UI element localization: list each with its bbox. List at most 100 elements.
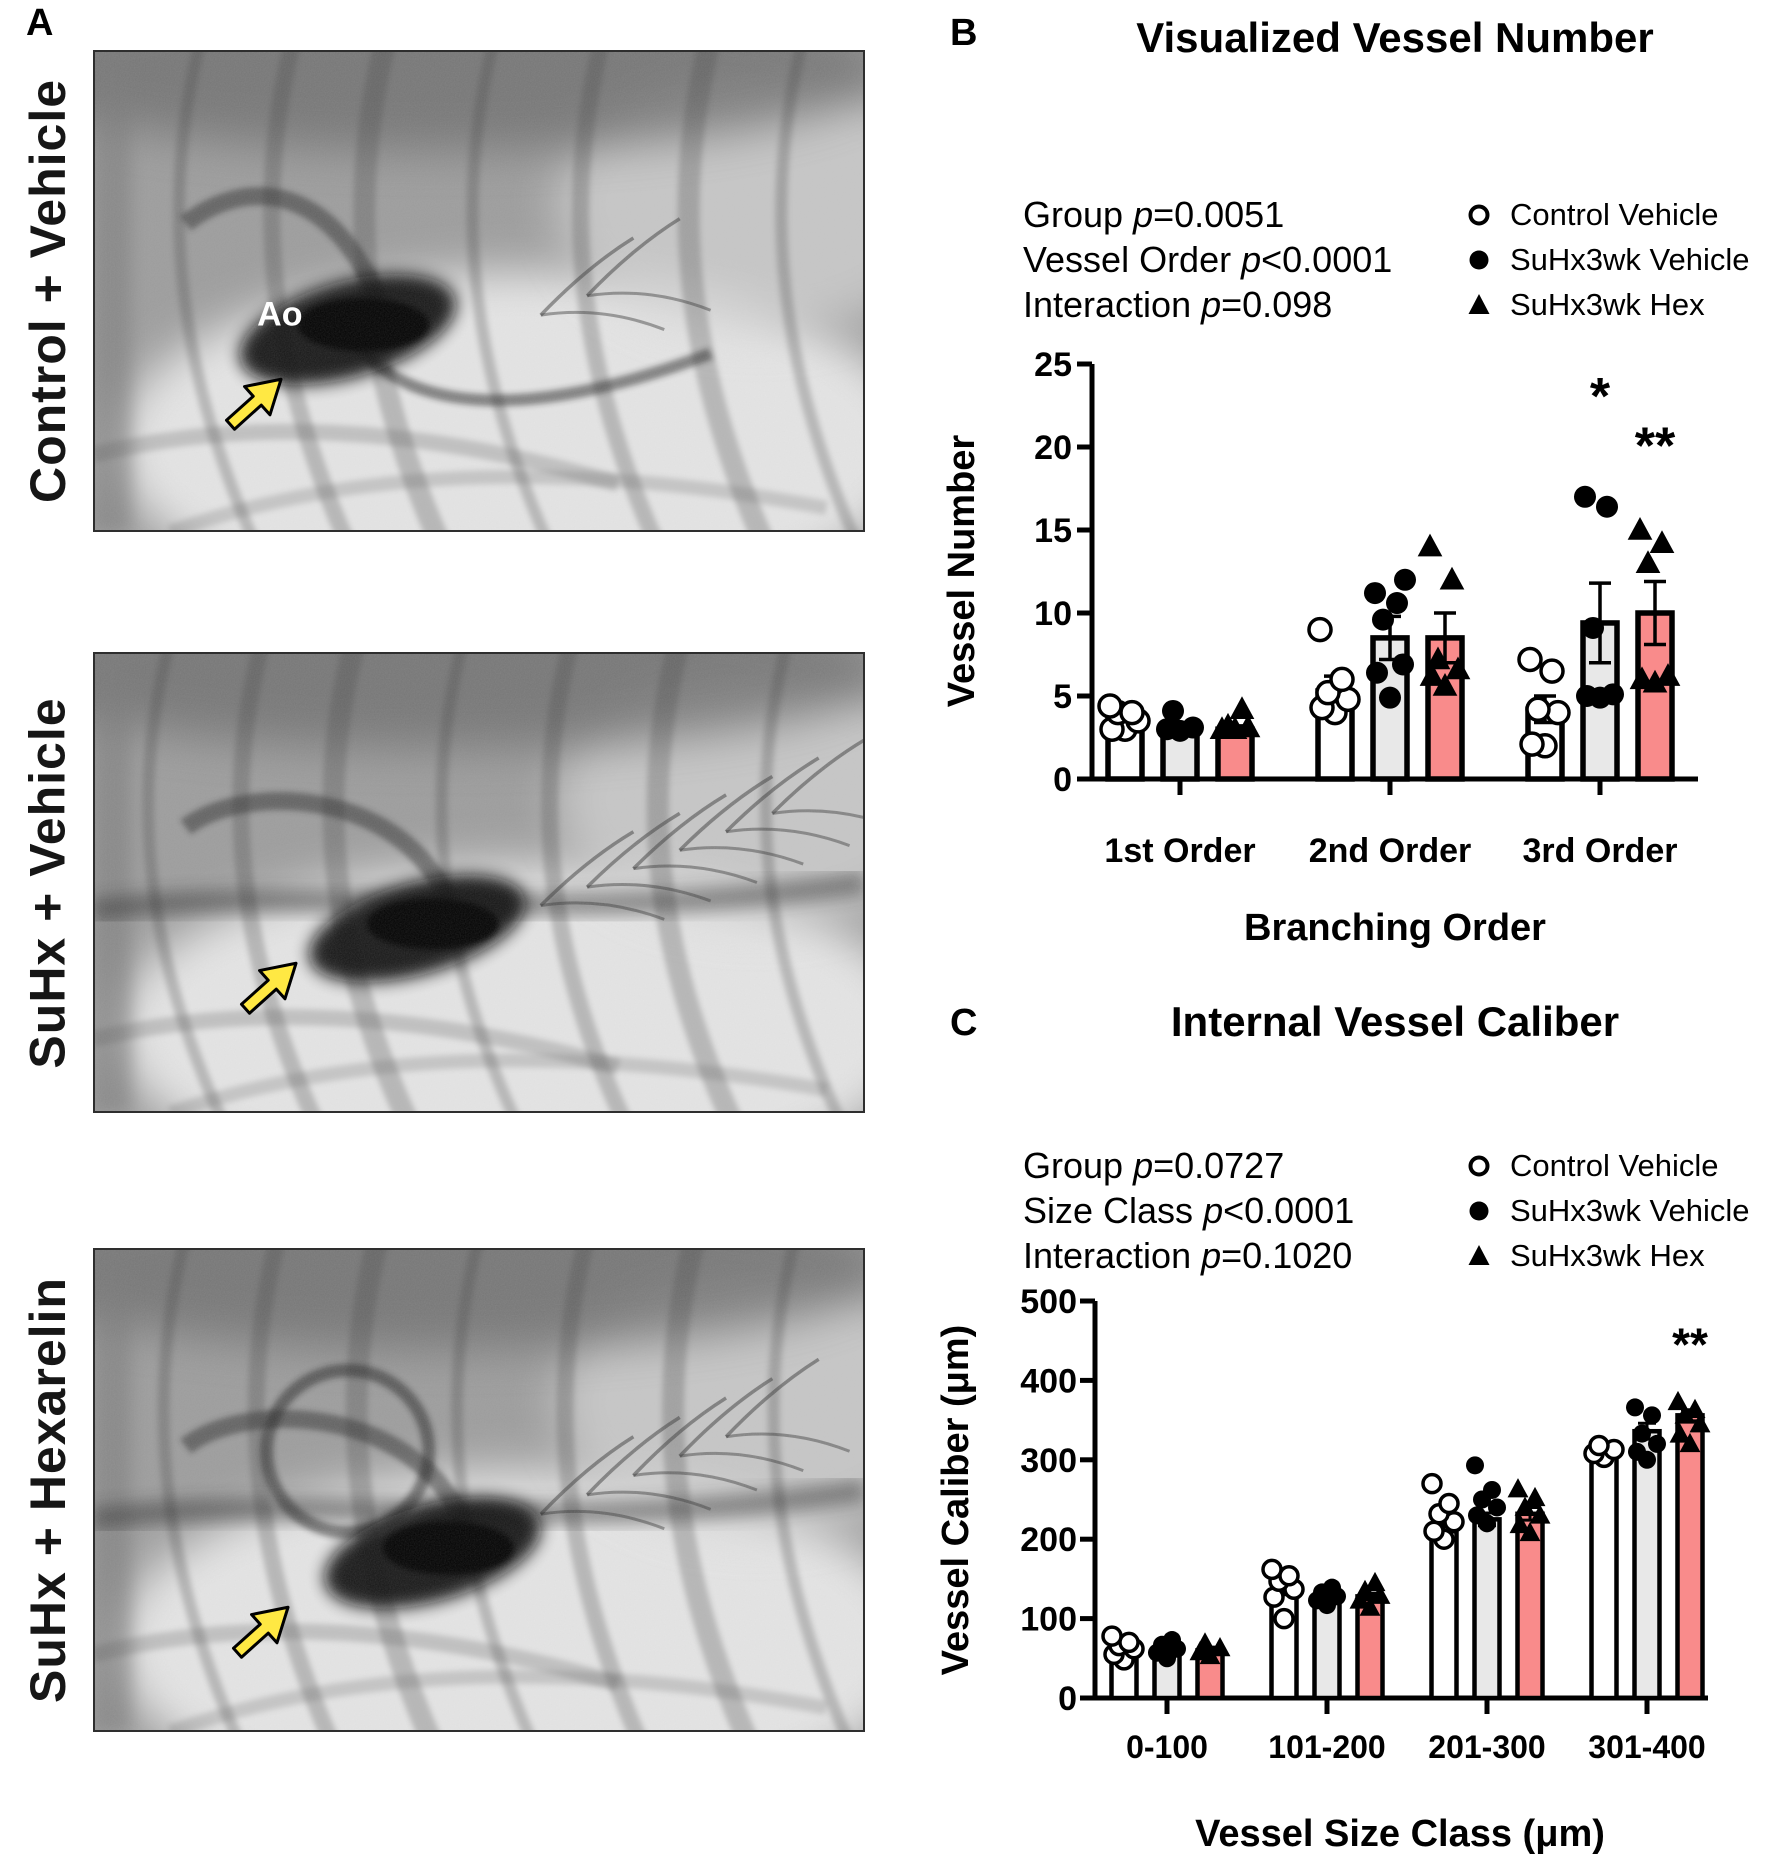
xray-image-suhx-vehicle — [93, 652, 865, 1113]
panel-a-letter: A — [26, 2, 54, 44]
stat-p: p — [1241, 239, 1262, 280]
data-point — [1273, 1607, 1295, 1630]
data-point — [1103, 1643, 1125, 1666]
svg-text:201-300: 201-300 — [1428, 1729, 1545, 1765]
bar — [1675, 1413, 1705, 1701]
open-circle-icon — [1468, 204, 1490, 225]
open-circle-icon — [1468, 1155, 1490, 1176]
data-point — [1509, 1513, 1531, 1534]
bar — [1525, 706, 1565, 782]
data-point — [1626, 1398, 1644, 1417]
arrow-icon — [239, 961, 298, 1015]
data-point — [1349, 1589, 1371, 1609]
data-point — [1182, 716, 1204, 739]
xray-row-label: SuHx + Hexarelin — [0, 1248, 96, 1732]
bar — [1109, 1646, 1139, 1701]
svg-text:1st Order: 1st Order — [1104, 832, 1255, 870]
chart-B: 0 5 10 15 20 25 Branching Order Vessel Number 1s… — [941, 346, 1698, 949]
svg-text:3rd Order: 3rd Order — [1523, 832, 1678, 870]
data-point — [1423, 1520, 1445, 1543]
stat-value: =0.0727 — [1153, 1145, 1285, 1186]
chart-c-legend: Control Vehicle SuHx3wk Vehicle SuHx3wk … — [1464, 1143, 1750, 1278]
svg-text:20: 20 — [1034, 429, 1072, 467]
xray-row-control-vehicle: Control + Vehicle Ao — [0, 50, 880, 532]
xray-image-control-vehicle: Ao — [93, 50, 865, 532]
data-point — [1194, 1632, 1216, 1652]
legend-label: SuHx3wk Vehicle — [1510, 1192, 1750, 1228]
data-point — [1428, 1503, 1450, 1525]
stat-value: =0.0051 — [1153, 194, 1285, 235]
stat-text: Size Class — [1023, 1190, 1204, 1231]
legend-label: Control Vehicle — [1510, 1147, 1719, 1183]
data-point — [1263, 1586, 1285, 1608]
data-point — [1443, 1510, 1465, 1533]
legend-row: SuHx3wk Vehicle — [1464, 1188, 1750, 1233]
data-point — [1366, 661, 1388, 684]
data-point — [1235, 714, 1261, 738]
data-point — [1468, 1506, 1486, 1525]
data-point — [1655, 663, 1681, 686]
data-point — [1229, 696, 1255, 720]
stat-p: p — [1201, 1235, 1222, 1276]
data-point — [1576, 685, 1598, 707]
stat-value: <0.0001 — [1261, 239, 1393, 280]
data-point — [1417, 533, 1443, 557]
data-point — [1307, 616, 1333, 643]
data-point — [1582, 616, 1604, 639]
arrow-icon — [224, 377, 283, 431]
data-point — [1589, 686, 1611, 709]
data-point — [1163, 1631, 1181, 1650]
data-point — [1421, 1472, 1443, 1495]
stat-value: =0.098 — [1221, 284, 1333, 325]
data-point — [1162, 699, 1184, 722]
stat-line: Group p=0.0051 — [1023, 192, 1392, 237]
data-point — [1648, 1434, 1666, 1453]
significance-asterisk: ** — [1635, 418, 1676, 476]
filled-triangle-icon — [1468, 1244, 1490, 1265]
panel-c-letter: C — [950, 1002, 978, 1044]
data-point — [1386, 592, 1408, 615]
data-point — [1519, 1521, 1541, 1542]
xray-row-suhx-hexarelin: SuHx + Hexarelin — [0, 1248, 880, 1732]
svg-text:5: 5 — [1053, 678, 1072, 716]
data-point — [1519, 731, 1545, 757]
data-point — [1313, 1583, 1331, 1602]
data-point — [1209, 716, 1235, 739]
data-point — [1158, 1649, 1176, 1668]
svg-text:400: 400 — [1020, 1362, 1077, 1400]
chart-b-legend: Control Vehicle SuHx3wk Vehicle SuHx3wk … — [1464, 192, 1750, 327]
stat-text: Vessel Order — [1023, 239, 1242, 280]
svg-text:100: 100 — [1020, 1601, 1077, 1639]
data-point — [1529, 1504, 1551, 1524]
data-point — [1112, 716, 1138, 742]
data-point — [1123, 1638, 1145, 1660]
data-point — [1199, 1644, 1221, 1665]
svg-text:Vessel Size Class (μm): Vessel Size Class (μm) — [1195, 1813, 1605, 1855]
legend-row: SuHx3wk Hex — [1464, 1233, 1750, 1278]
data-point — [1108, 1634, 1130, 1657]
xray-row-label-text: SuHx + Vehicle — [20, 696, 77, 1069]
data-point — [1425, 646, 1451, 670]
filled-circle-icon — [1469, 1201, 1489, 1220]
panel-b-letter: B — [950, 12, 978, 54]
data-point — [1209, 1636, 1231, 1657]
xray-row-label-text: Control + Vehicle — [20, 78, 76, 504]
filled-circle-icon — [1469, 250, 1489, 269]
data-point — [1642, 669, 1668, 693]
data-point — [1667, 1390, 1689, 1411]
data-point — [1649, 530, 1675, 554]
stat-line: Group p=0.0727 — [1023, 1143, 1354, 1188]
svg-text:200: 200 — [1020, 1521, 1077, 1559]
bar — [1635, 610, 1675, 782]
bar — [1269, 1588, 1299, 1701]
chart-b-stats: Group p=0.0051 Vessel Order p<0.0001 Int… — [1023, 192, 1392, 327]
data-point — [1679, 1432, 1701, 1453]
bar — [1215, 726, 1255, 782]
data-point — [1643, 1406, 1661, 1425]
svg-text:25: 25 — [1034, 346, 1072, 384]
bar — [1160, 728, 1200, 782]
data-point — [1125, 708, 1151, 734]
xray-row-label-text: SuHx + Hexarelin — [20, 1277, 77, 1703]
data-point — [1478, 1514, 1496, 1533]
data-point — [1394, 568, 1416, 591]
